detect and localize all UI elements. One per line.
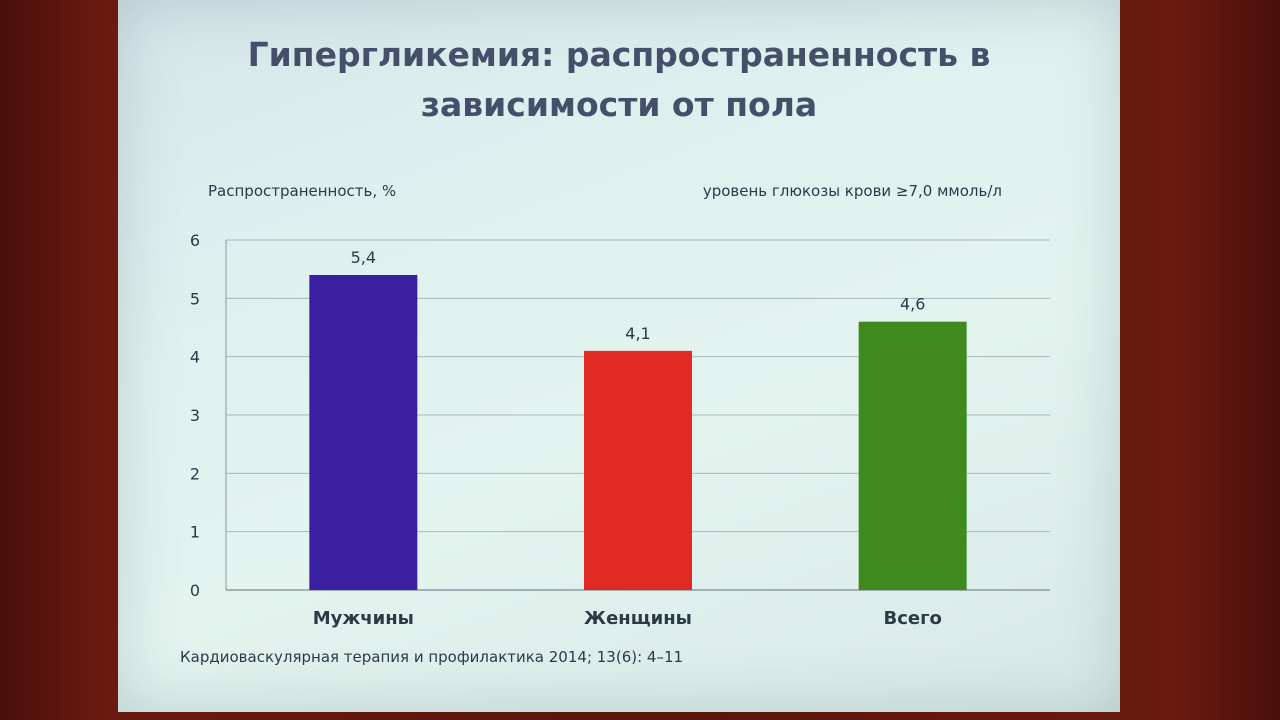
y-axis-label: Распространенность, % [208, 182, 397, 200]
bar-2 [584, 350, 692, 590]
y-tick-label: 3 [190, 406, 200, 425]
bar-3 [858, 321, 967, 590]
labels: 0 1 2 3 4 5 6 5,4 Мужчины 4,1 Женщины 4,6 Всего [190, 231, 942, 629]
data-label-2: 4,1 [625, 324, 650, 343]
x-category-label-1: Мужчины [313, 608, 414, 629]
x-category-label-2: Женщины [584, 608, 692, 629]
y-tick-label: 2 [190, 464, 200, 483]
source-citation: Кардиоваскулярная терапия и профилактика… [180, 648, 684, 666]
slide-title: Гипергликемия: распространенность в зави… [118, 30, 1120, 130]
y-tick-label: 1 [190, 523, 200, 542]
presentation-slide: Гипергликемия: распространенность в зави… [118, 0, 1120, 712]
x-category-label-3: Всего [883, 608, 941, 629]
y-tick-label: 6 [190, 231, 200, 250]
data-label-1: 5,4 [351, 248, 376, 267]
slide-title-line-1: Гипергликемия: распространенность в [247, 35, 991, 74]
y-tick-label: 4 [190, 348, 200, 367]
bar-1 [309, 275, 418, 590]
slide-title-line-2: зависимости от пола [420, 85, 818, 124]
y-tick-label: 5 [190, 289, 200, 308]
y-tick-label: 0 [190, 581, 200, 600]
glucose-level-note: уровень глюкозы крови ≥7,0 ммоль/л [702, 182, 1002, 200]
bars [309, 275, 967, 590]
bar-chart: 0 1 2 3 4 5 6 5,4 Мужчины 4,1 Женщины 4,6 Всего [190, 231, 1050, 629]
data-label-3: 4,6 [900, 295, 925, 314]
